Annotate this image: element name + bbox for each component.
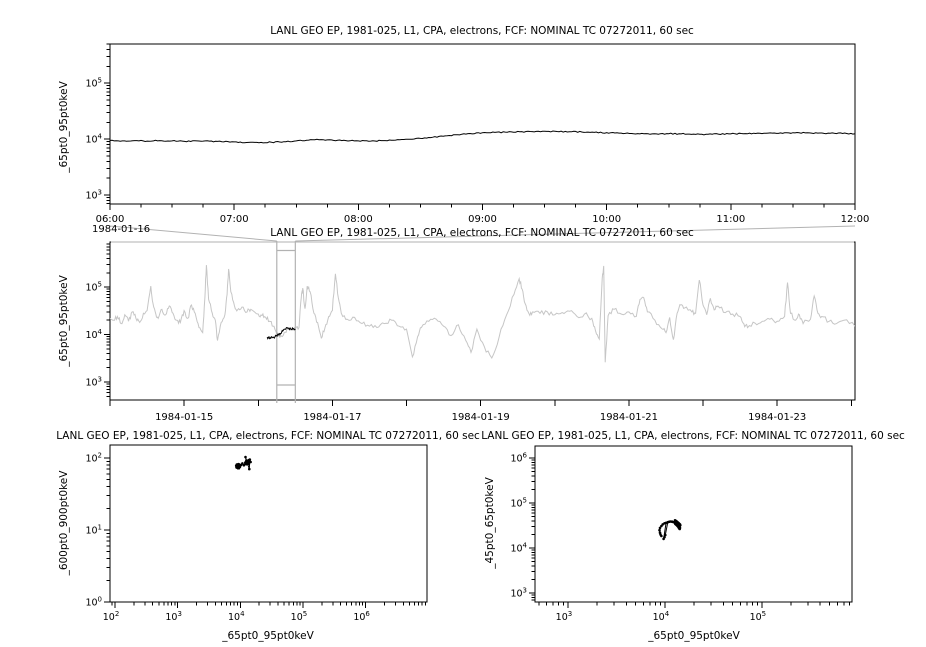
date-tick-label: 1984-01-23 <box>748 412 806 423</box>
tick-label: 106 <box>353 610 370 623</box>
tick-label: 104 <box>228 610 245 623</box>
tick-label: 102 <box>85 451 102 464</box>
tick-label: 101 <box>85 523 102 536</box>
tick-label: 106 <box>510 452 527 465</box>
plot-area-context[interactable] <box>110 242 855 400</box>
chart-title-scatter-right: LANL GEO EP, 1981-025, L1, CPA, electron… <box>481 430 905 442</box>
x-axis-date-annotation: 1984-01-16 <box>92 224 151 235</box>
tick-label: 102 <box>103 610 120 623</box>
y-axis-label-zoom: _65pt0_95pt0keV <box>58 81 70 173</box>
tick-label: 104 <box>510 542 527 555</box>
scatter-plot-600-900: 100 101 102 102 103 104 105 106 <box>85 444 428 623</box>
zoom-series-line <box>110 130 855 144</box>
zoom-connector-left <box>109 225 277 242</box>
plot-area-zoom[interactable] <box>110 44 855 204</box>
tick-label: 105 <box>85 77 102 90</box>
plot-area-scatter-left[interactable] <box>110 445 427 602</box>
time-tick-label: 07:00 <box>220 214 249 225</box>
plot-frame <box>109 444 428 603</box>
tick-label: 104 <box>85 328 102 341</box>
date-tick-label: 1984-01-15 <box>155 412 213 423</box>
time-tick-label: 11:00 <box>716 214 745 225</box>
tick-label: 104 <box>85 133 102 146</box>
chart-title-context: LANL GEO EP, 1981-025, L1, CPA, electron… <box>270 227 694 239</box>
x-axis-label-scatter-right: _65pt0_95pt0keV <box>648 630 740 642</box>
tick-label: 105 <box>750 610 767 623</box>
time-tick-label: 08:00 <box>344 214 373 225</box>
zoom-plot: 103 104 105 06:00 07:00 08:00 09:00 10:00 11:00 1… <box>85 43 870 225</box>
tick-label: 104 <box>653 610 670 623</box>
context-plot: 103 104 105 1984-01-15 1984-01-17 1984-01-19 1… <box>85 225 856 423</box>
date-tick-label: 1984-01-21 <box>600 412 658 423</box>
tick-label: 105 <box>291 610 308 623</box>
time-tick-label: 09:00 <box>468 214 497 225</box>
time-tick-label: 12:00 <box>841 214 870 225</box>
tick-label: 105 <box>510 497 527 510</box>
chart-title-zoom: LANL GEO EP, 1981-025, L1, CPA, electron… <box>270 25 694 37</box>
y-axis-label-scatter-right: _45pt0_65pt0keV <box>484 477 496 569</box>
date-tick-label: 1984-01-19 <box>452 412 510 423</box>
tick-label: 103 <box>510 587 527 600</box>
y-axis-label-scatter-left: _600pt0_900pt0keV <box>58 470 70 576</box>
time-tick-label: 10:00 <box>592 214 621 225</box>
x-axis-label-scatter-left: _65pt0_95pt0keV <box>222 630 314 642</box>
time-tick-label: 06:00 <box>96 214 125 225</box>
tick-label: 103 <box>85 375 102 388</box>
tick-label: 103 <box>85 189 102 202</box>
scatter-plot-45-65: 103 104 105 106 103 104 105 <box>510 445 853 623</box>
tick-label: 105 <box>85 281 102 294</box>
time-range-selector[interactable] <box>276 241 296 403</box>
plot-frame <box>534 445 853 603</box>
date-tick-label: 1984-01-17 <box>303 412 361 423</box>
y-axis-label-context: _65pt0_95pt0keV <box>58 275 70 367</box>
tick-label: 103 <box>165 610 182 623</box>
tick-label: 100 <box>85 596 102 609</box>
tick-label: 103 <box>556 610 573 623</box>
chart-title-scatter-left: LANL GEO EP, 1981-025, L1, CPA, electron… <box>56 430 480 442</box>
plot-area-scatter-right[interactable] <box>535 446 852 602</box>
context-series-line <box>110 265 855 363</box>
zoom-connector-right <box>295 225 856 242</box>
context-highlight-line <box>266 326 296 340</box>
